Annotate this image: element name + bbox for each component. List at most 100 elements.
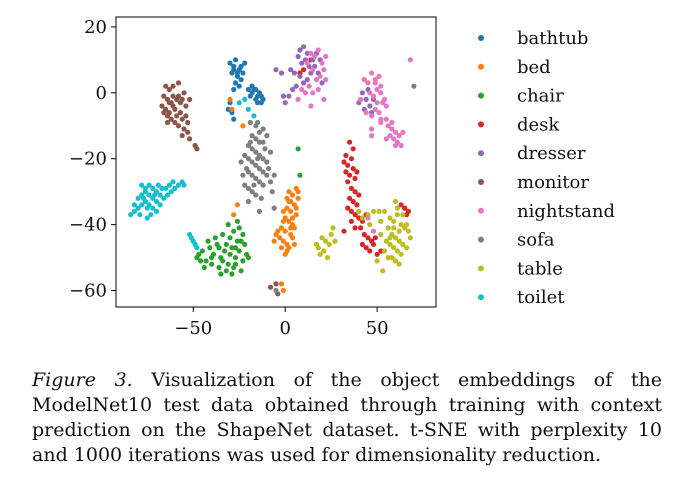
point-nightstand bbox=[313, 77, 320, 83]
point-bathtub bbox=[253, 86, 259, 93]
point-chair bbox=[199, 248, 205, 254]
point-sofa bbox=[271, 205, 277, 211]
point-sofa bbox=[264, 159, 270, 165]
point-bed bbox=[278, 245, 285, 251]
point-sofa bbox=[267, 149, 274, 155]
point-desk bbox=[352, 212, 358, 218]
point-desk bbox=[367, 248, 373, 254]
point-sofa bbox=[256, 139, 262, 145]
point-sofa bbox=[245, 185, 251, 191]
point-desk bbox=[341, 228, 347, 234]
legend-marker-dresser bbox=[478, 150, 484, 157]
point-nightstand bbox=[308, 103, 314, 109]
point-desk bbox=[350, 166, 356, 172]
legend-label-desk: desk bbox=[517, 114, 560, 135]
point-nightstand bbox=[392, 142, 399, 149]
point-desk bbox=[374, 251, 380, 257]
point-sofa bbox=[238, 159, 244, 165]
point-nightstand bbox=[323, 53, 329, 60]
point-toilet bbox=[131, 208, 137, 214]
point-desk bbox=[372, 235, 378, 241]
point-sofa bbox=[253, 136, 259, 142]
point-sofa bbox=[249, 146, 255, 152]
point-toilet bbox=[128, 212, 134, 218]
point-toilet bbox=[181, 182, 187, 188]
point-table bbox=[319, 235, 325, 241]
point-dresser bbox=[304, 50, 310, 56]
point-sofa bbox=[256, 166, 262, 172]
point-nightstand bbox=[378, 90, 384, 96]
point-dresser bbox=[304, 77, 310, 83]
legend-label-nightstand: nightstand bbox=[517, 201, 615, 222]
point-chair bbox=[232, 255, 239, 261]
point-dresser bbox=[290, 86, 296, 93]
point-monitor bbox=[179, 96, 185, 102]
point-table bbox=[326, 241, 332, 247]
point-nightstand bbox=[374, 100, 380, 106]
point-table bbox=[367, 222, 373, 228]
point-bathtub bbox=[231, 116, 237, 122]
point-sofa bbox=[269, 189, 275, 195]
point-sofa bbox=[273, 287, 279, 294]
point-chair bbox=[245, 255, 251, 261]
point-table bbox=[321, 248, 327, 254]
point-toilet bbox=[141, 195, 147, 201]
point-dresser bbox=[288, 67, 294, 73]
point-table bbox=[389, 255, 395, 261]
point-monitor bbox=[179, 133, 185, 139]
point-chair bbox=[220, 231, 226, 238]
point-toilet bbox=[159, 185, 165, 191]
point-desk bbox=[361, 231, 367, 238]
point-sofa bbox=[266, 166, 272, 172]
point-nightstand bbox=[369, 113, 375, 119]
point-toilet bbox=[153, 208, 160, 214]
x-tick-label: −50 bbox=[174, 318, 212, 339]
point-nightstand bbox=[376, 73, 382, 79]
point-table bbox=[394, 212, 400, 218]
point-desk bbox=[350, 146, 356, 152]
point-nightstand bbox=[310, 67, 316, 73]
legend-label-toilet: toilet bbox=[517, 287, 565, 308]
point-dresser bbox=[295, 53, 301, 60]
point-desk bbox=[354, 202, 360, 208]
point-monitor bbox=[183, 103, 189, 109]
point-nightstand bbox=[383, 136, 389, 142]
point-toilet bbox=[131, 202, 137, 208]
point-chair bbox=[234, 218, 240, 224]
point-nightstand bbox=[372, 80, 378, 86]
point-bathtub bbox=[255, 100, 261, 106]
point-nightstand bbox=[358, 96, 364, 102]
point-nightstand bbox=[363, 110, 369, 116]
point-toilet bbox=[161, 195, 167, 201]
point-toilet bbox=[194, 245, 200, 251]
point-bathtub bbox=[249, 83, 255, 89]
point-bathtub bbox=[234, 70, 240, 76]
point-bed bbox=[291, 241, 297, 247]
point-monitor bbox=[166, 100, 172, 106]
point-toilet bbox=[166, 182, 172, 188]
point-chair bbox=[209, 261, 215, 267]
point-monitor bbox=[161, 93, 167, 99]
legend-marker-bed bbox=[478, 63, 484, 70]
point-bed bbox=[280, 208, 286, 214]
point-sofa bbox=[271, 172, 277, 178]
point-table bbox=[385, 225, 391, 231]
point-nightstand bbox=[372, 106, 378, 112]
point-dresser bbox=[293, 83, 299, 89]
point-monitor bbox=[172, 106, 178, 112]
point-desk bbox=[363, 245, 369, 251]
scatter-chart: −50 0 50 20 0 −20 −40 −60 bathtub bed chair desk dr… bbox=[69, 16, 615, 339]
point-desk bbox=[347, 139, 353, 145]
point-toilet bbox=[144, 205, 150, 211]
point-chair bbox=[227, 235, 233, 241]
point-bed bbox=[290, 192, 296, 198]
point-table bbox=[359, 215, 365, 221]
point-bathtub bbox=[232, 80, 239, 86]
point-bed bbox=[229, 106, 235, 112]
figure-caption: Figure 3. Visualization of the object em… bbox=[32, 368, 662, 468]
point-monitor bbox=[168, 116, 174, 122]
point-chair bbox=[232, 261, 239, 267]
points-layer bbox=[128, 44, 417, 297]
point-sofa bbox=[245, 198, 251, 205]
point-chair bbox=[234, 238, 240, 244]
